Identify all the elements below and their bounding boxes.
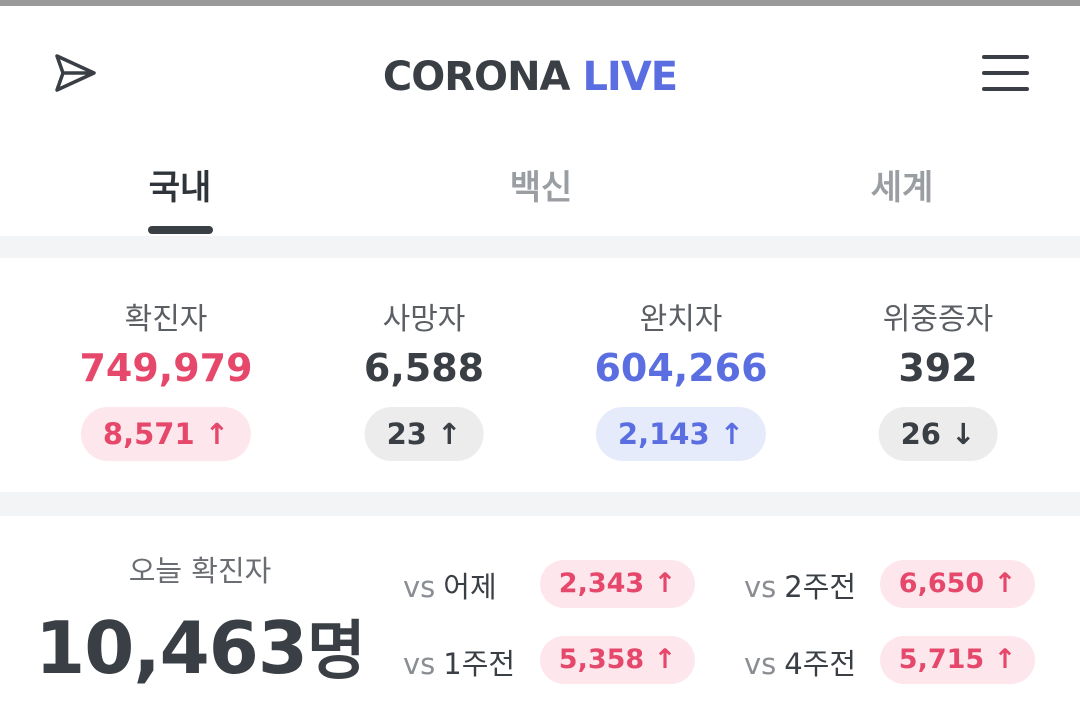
stat-change: 26 ↓ (878, 407, 998, 461)
compare-badge: 5,715 ↑ (880, 636, 1035, 684)
arrow: ↑ (719, 417, 745, 451)
today-number: 10,463 (35, 606, 308, 690)
compare-badge: 5,358 ↑ (540, 636, 695, 684)
compare-badge: 6,650 ↑ (880, 560, 1035, 608)
arrow: ↓ (951, 417, 976, 451)
menu-icon[interactable] (981, 54, 1031, 92)
stat-value: 749,979 (79, 346, 253, 390)
top-bar (0, 0, 1080, 6)
vs: vs (403, 647, 436, 681)
compare-name: 1주전 (443, 647, 516, 681)
compare-value: 6,650 (898, 568, 985, 599)
tab-indicator (148, 226, 213, 234)
arrow: ↑ (653, 644, 677, 675)
compare-label: vs 2주전 (744, 564, 856, 606)
stat-change: 8,571 ↑ (80, 407, 252, 461)
arrow: ↑ (437, 417, 462, 451)
vs: vs (744, 647, 777, 681)
compare-label: vs 어제 (403, 564, 497, 606)
today-unit: 명 (306, 615, 366, 689)
compare-name: 2주전 (784, 570, 857, 604)
compare-name: 어제 (443, 570, 497, 604)
logo-text: LIVE (582, 54, 678, 100)
compare-value: 5,715 (898, 644, 985, 675)
compare-name: 4주전 (784, 647, 857, 681)
tab[interactable]: 세계 (870, 168, 934, 208)
stat-change: 23 ↑ (364, 407, 484, 461)
stat-label: 위중증자 (882, 302, 994, 337)
arrow: ↑ (204, 417, 230, 451)
stat-value: 604,266 (594, 346, 768, 390)
change-value: 26 (900, 417, 941, 451)
today-label: 오늘 확진자 (128, 554, 272, 588)
change-value: 8,571 (102, 417, 195, 451)
change-value: 2,143 (617, 417, 710, 451)
tab[interactable]: 국내 (148, 168, 212, 208)
separator (0, 236, 1080, 258)
stat-value: 6,588 (363, 346, 485, 390)
today-value: 10,463명 (35, 600, 366, 692)
stat-change: 2,143 ↑ (595, 407, 767, 461)
arrow: ↑ (993, 568, 1017, 599)
separator (0, 492, 1080, 516)
stat-label: 완치자 (639, 302, 723, 337)
logo-text: CORONA (382, 54, 571, 100)
compare-label: vs 4주전 (744, 641, 856, 683)
stat-label: 사망자 (382, 302, 466, 337)
compare-value: 5,358 (558, 644, 645, 675)
compare-label: vs 1주전 (403, 641, 515, 683)
share-icon[interactable] (52, 52, 98, 94)
stat-label: 확진자 (124, 302, 208, 337)
tab[interactable]: 백신 (509, 168, 573, 208)
arrow: ↑ (993, 644, 1017, 675)
arrow: ↑ (653, 568, 677, 599)
vs: vs (744, 570, 777, 604)
compare-value: 2,343 (558, 568, 645, 599)
stat-value: 392 (898, 346, 978, 390)
vs: vs (403, 570, 436, 604)
change-value: 23 (386, 417, 427, 451)
compare-badge: 2,343 ↑ (540, 560, 695, 608)
logo[interactable]: CORONA LIVE (382, 54, 678, 100)
